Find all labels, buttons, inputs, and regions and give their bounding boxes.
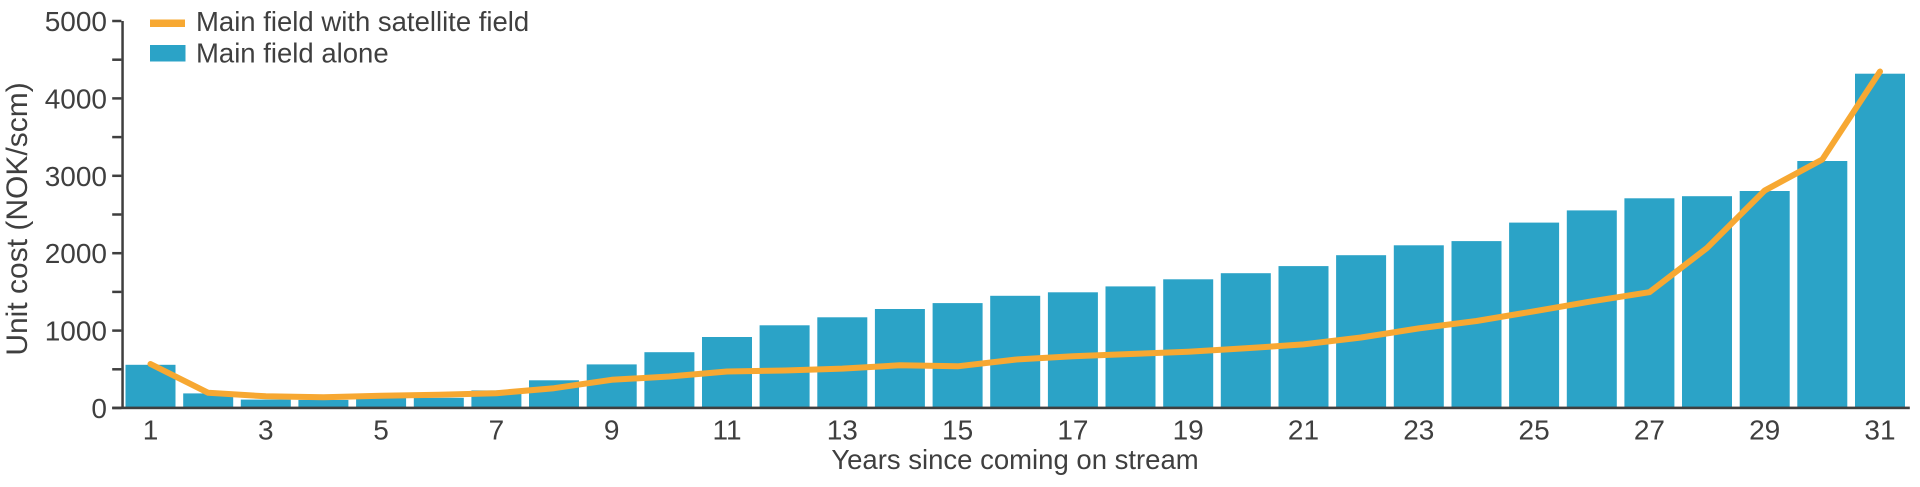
svg-text:11: 11 <box>712 415 741 446</box>
svg-text:29: 29 <box>1749 415 1780 446</box>
svg-text:0: 0 <box>91 393 107 424</box>
svg-text:5000: 5000 <box>45 6 107 37</box>
svg-text:31: 31 <box>1864 415 1895 446</box>
svg-text:9: 9 <box>604 415 620 446</box>
svg-text:23: 23 <box>1403 415 1434 446</box>
svg-text:7: 7 <box>489 415 505 446</box>
svg-text:21: 21 <box>1288 415 1319 446</box>
svg-text:2000: 2000 <box>45 238 107 269</box>
svg-text:Unit cost (NOK/scm): Unit cost (NOK/scm) <box>1 82 34 355</box>
svg-text:17: 17 <box>1057 415 1088 446</box>
svg-text:19: 19 <box>1173 415 1204 446</box>
svg-text:13: 13 <box>827 415 858 446</box>
svg-text:1: 1 <box>143 415 159 446</box>
svg-text:27: 27 <box>1634 415 1665 446</box>
svg-text:Years since coming on stream: Years since coming on stream <box>831 444 1198 475</box>
svg-text:3000: 3000 <box>45 161 107 192</box>
svg-text:15: 15 <box>942 415 973 446</box>
svg-text:1000: 1000 <box>45 316 107 347</box>
svg-text:4000: 4000 <box>45 83 107 114</box>
svg-text:Main field with satellite fiel: Main field with satellite field <box>196 6 529 37</box>
svg-text:Main field alone: Main field alone <box>196 38 389 69</box>
svg-text:5: 5 <box>373 415 389 446</box>
svg-text:25: 25 <box>1519 415 1550 446</box>
svg-text:3: 3 <box>258 415 274 446</box>
